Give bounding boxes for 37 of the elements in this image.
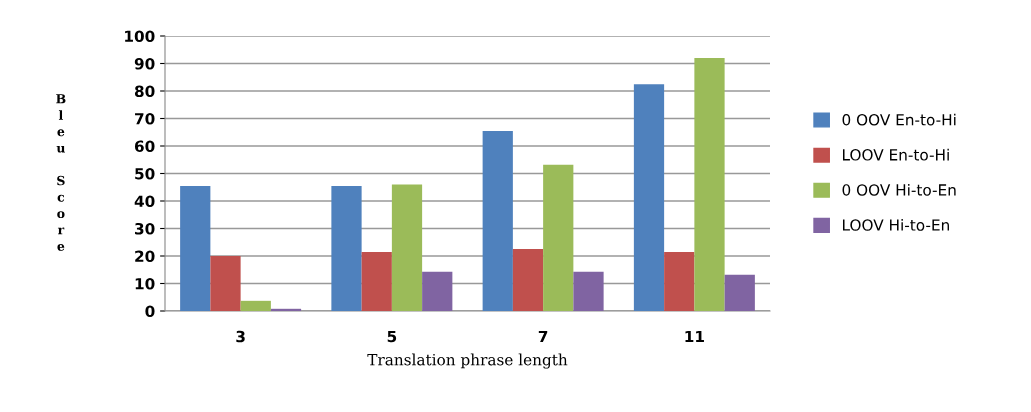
bar (210, 256, 241, 311)
bar (694, 58, 725, 311)
y-tick-label: 60 (134, 140, 155, 153)
bar (724, 274, 755, 311)
bar (240, 300, 271, 311)
x-tick-label: 11 (685, 330, 704, 343)
bar (422, 271, 453, 311)
y-tick-label: 20 (135, 250, 155, 263)
legend-label: LOOV En-to-Hi (843, 148, 949, 161)
y-tick-label: 30 (135, 222, 155, 235)
bar (391, 184, 423, 311)
bar (361, 251, 392, 311)
bar (482, 130, 513, 311)
text: Bleu Score (56, 94, 66, 251)
y-tick-label: 90 (134, 57, 155, 70)
y-tick-label: 80 (134, 85, 155, 98)
legend-label: 0 OOV Hi-to-En (842, 183, 956, 196)
legend-label: 0 OOV En-to-Hi (842, 113, 956, 126)
bar (664, 251, 695, 311)
bar (543, 164, 574, 311)
bar (573, 271, 604, 311)
y-tick-label: 50 (135, 167, 155, 180)
bar (633, 84, 665, 311)
bar (512, 249, 544, 311)
x-tick-label: 5 (387, 330, 397, 343)
x-tick-label: 3 (236, 330, 245, 343)
y-tick-label: 0 (145, 305, 155, 318)
x-axis-title: Translation phrase length (367, 353, 568, 369)
y-tick-label: 40 (134, 195, 155, 208)
bar (270, 308, 302, 311)
bar (331, 185, 362, 311)
x-tick-label: 7 (538, 330, 548, 343)
bar (180, 185, 211, 311)
y-tick-label: 70 (135, 112, 155, 125)
y-tick-label: 100 (125, 30, 155, 43)
legend-label: LOOV Hi-to-En (843, 219, 949, 231)
y-tick-label: 10 (135, 277, 155, 290)
